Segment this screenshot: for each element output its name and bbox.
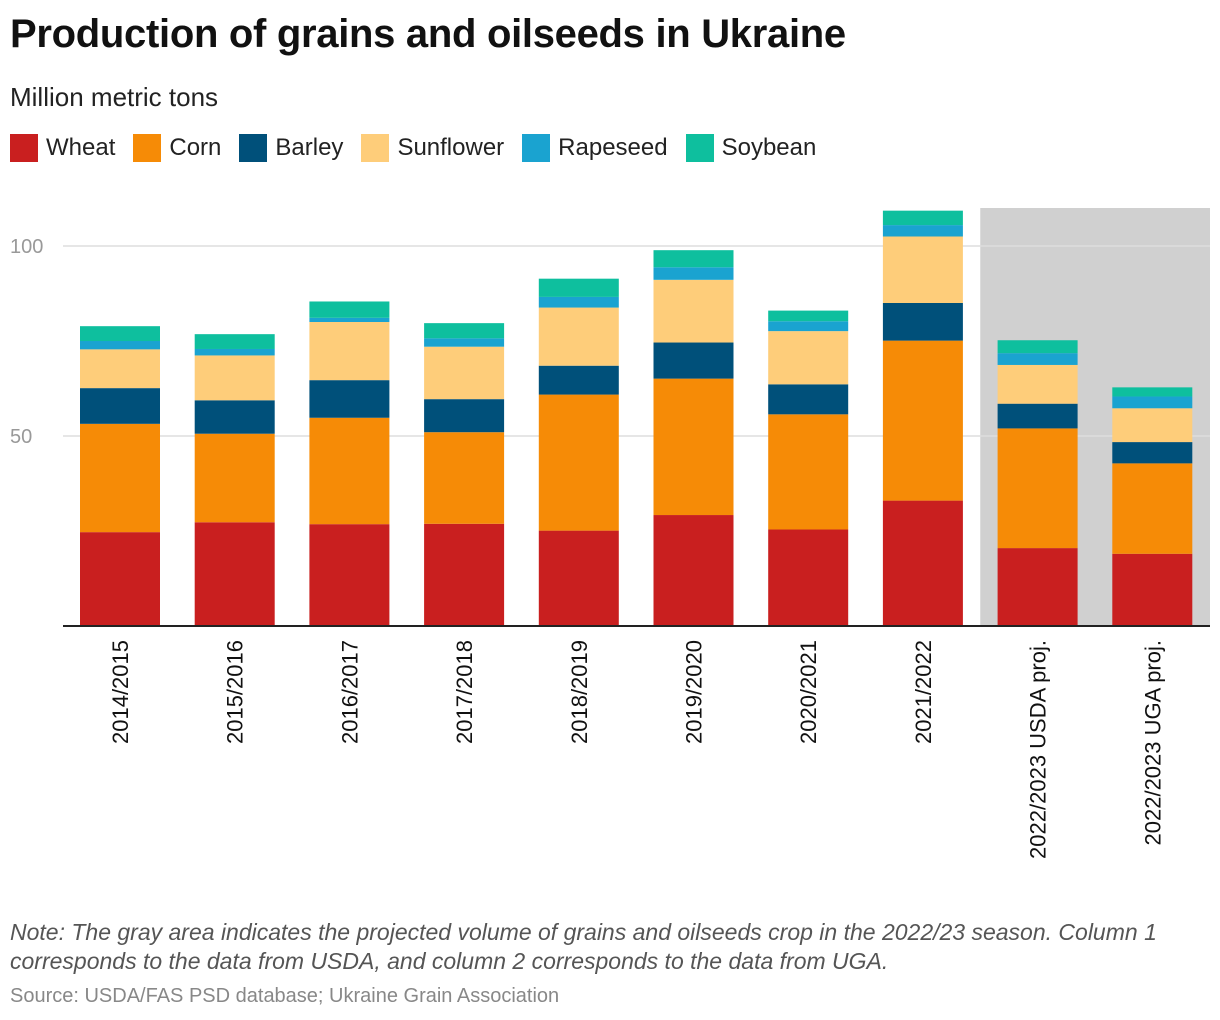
bar-corn-2015-2016 (194, 433, 275, 523)
bar-soybean-2020-2021 (768, 310, 849, 322)
x-tick-label-2015-2016: 2015/2016 (223, 640, 248, 744)
bar-rapeseed-2015-2016 (194, 348, 275, 356)
bar-rapeseed-2022-2023-uga-proj (1112, 396, 1193, 409)
bar-wheat-2022-2023-uga-proj (1112, 553, 1193, 626)
bar-rapeseed-2016-2017 (309, 317, 390, 322)
bar-wheat-2019-2020 (653, 515, 734, 626)
x-tick-label-2021-2022: 2021/2022 (911, 640, 936, 744)
bar-wheat-2018-2019 (538, 530, 619, 626)
bar-soybean-2015-2016 (194, 334, 275, 349)
legend-label-sunflower: Sunflower (397, 134, 505, 161)
bar-layer (80, 210, 1193, 626)
x-tick-label-2022-2023-uga-proj: 2022/2023 UGA proj. (1140, 640, 1165, 845)
bar-rapeseed-2014-2015 (80, 341, 160, 350)
bar-sunflower-2016-2017 (309, 322, 390, 381)
legend-label-barley: Barley (275, 134, 344, 161)
bar-rapeseed-2021-2022 (882, 225, 963, 237)
bar-sunflower-2018-2019 (538, 307, 619, 366)
legend-label-corn: Corn (169, 134, 222, 161)
bar-rapeseed-2020-2021 (768, 321, 849, 332)
bar-soybean-2016-2017 (309, 301, 390, 318)
x-tick-label-2017-2018: 2017/2018 (452, 640, 477, 744)
legend-swatch-wheat (10, 134, 38, 162)
bar-barley-2015-2016 (194, 400, 275, 434)
bar-barley-2022-2023-uga-proj (1112, 442, 1193, 464)
y-tick-label-50: 50 (10, 426, 32, 448)
bar-rapeseed-2018-2019 (538, 296, 619, 308)
bar-corn-2021-2022 (882, 340, 963, 501)
x-tick-label-2016-2017: 2016/2017 (337, 640, 362, 744)
bar-wheat-2016-2017 (309, 524, 390, 626)
bar-wheat-2021-2022 (882, 500, 963, 626)
bar-barley-2021-2022 (882, 303, 963, 341)
bar-barley-2018-2019 (538, 365, 619, 395)
legend-item-wheat: Wheat (10, 134, 115, 162)
bar-wheat-2017-2018 (424, 523, 505, 626)
x-tick-label-2014-2015: 2014/2015 (108, 640, 133, 744)
bar-soybean-2022-2023-uga-proj (1112, 387, 1193, 397)
bar-sunflower-2017-2018 (424, 346, 505, 400)
bar-corn-2020-2021 (768, 414, 849, 530)
legend: Wheat Corn Barley Sunflower Rapeseed Soybean (10, 134, 834, 162)
chart-source: Source: USDA/FAS PSD database; Ukraine G… (10, 985, 560, 1007)
bar-wheat-2014-2015 (80, 532, 160, 626)
legend-item-sunflower: Sunflower (361, 134, 504, 162)
legend-label-rapeseed: Rapeseed (558, 134, 668, 161)
bar-rapeseed-2022-2023-usda-proj (997, 353, 1078, 365)
bar-corn-2016-2017 (309, 417, 390, 525)
bar-corn-2022-2023-uga-proj (1112, 463, 1193, 554)
chart-subtitle: Million metric tons (10, 82, 219, 112)
bar-rapeseed-2017-2018 (424, 338, 505, 347)
legend-swatch-sunflower (361, 134, 390, 162)
x-tick-label-2020-2021: 2020/2021 (796, 640, 821, 744)
bar-sunflower-2019-2020 (653, 279, 734, 343)
chart-note: Note: The gray area indicates the projec… (10, 919, 1157, 974)
legend-label-wheat: Wheat (46, 134, 116, 161)
bar-corn-2022-2023-usda-proj (997, 428, 1078, 549)
bar-wheat-2022-2023-usda-proj (997, 548, 1078, 626)
stacked-bar-chart: 50 100 2014/2015 2015/2016 2016/2017 2017/20… (10, 208, 1210, 859)
bar-sunflower-2020-2021 (768, 331, 849, 385)
bar-soybean-2021-2022 (882, 210, 963, 226)
bar-soybean-2017-2018 (424, 323, 505, 339)
bar-wheat-2015-2016 (194, 522, 275, 626)
bar-barley-2019-2020 (653, 342, 734, 379)
bar-barley-2020-2021 (768, 384, 849, 415)
bar-sunflower-2021-2022 (882, 236, 963, 303)
bar-sunflower-2014-2015 (80, 349, 160, 389)
bar-corn-2017-2018 (424, 432, 505, 524)
bar-sunflower-2022-2023-usda-proj (997, 364, 1078, 404)
bar-corn-2014-2015 (80, 423, 160, 533)
x-tick-label-2022-2023-usda-proj: 2022/2023 USDA proj. (1026, 640, 1051, 859)
x-tick-label-2018-2019: 2018/2019 (567, 640, 592, 744)
bar-sunflower-2015-2016 (194, 355, 275, 401)
axis-layer: 2014/2015 2015/2016 2016/2017 2017/2018 2018… (63, 625, 1210, 859)
bar-rapeseed-2019-2020 (653, 267, 734, 280)
bar-soybean-2018-2019 (538, 278, 619, 297)
bar-barley-2022-2023-usda-proj (997, 403, 1078, 429)
legend-item-corn: Corn (133, 134, 221, 162)
legend-swatch-rapeseed (522, 134, 551, 162)
bar-soybean-2022-2023-usda-proj (997, 340, 1078, 354)
legend-item-barley: Barley (239, 134, 343, 162)
bar-soybean-2019-2020 (653, 250, 734, 268)
bar-corn-2019-2020 (653, 378, 734, 516)
legend-item-soybean: Soybean (685, 134, 817, 162)
legend-label-soybean: Soybean (721, 134, 817, 161)
legend-swatch-corn (133, 134, 162, 162)
chart-title: Production of grains and oilseeds in Ukr… (10, 12, 846, 56)
bar-corn-2018-2019 (538, 394, 619, 531)
x-tick-label-2019-2020: 2019/2020 (682, 640, 707, 744)
y-tick-label-100: 100 (10, 236, 43, 258)
legend-swatch-soybean (685, 134, 714, 162)
bar-wheat-2020-2021 (768, 529, 849, 626)
bar-barley-2014-2015 (80, 388, 160, 424)
bar-soybean-2014-2015 (80, 326, 160, 341)
legend-swatch-barley (239, 134, 268, 162)
bar-barley-2017-2018 (424, 399, 505, 433)
legend-item-rapeseed: Rapeseed (522, 134, 668, 162)
bar-sunflower-2022-2023-uga-proj (1112, 408, 1193, 443)
bar-barley-2016-2017 (309, 380, 390, 418)
